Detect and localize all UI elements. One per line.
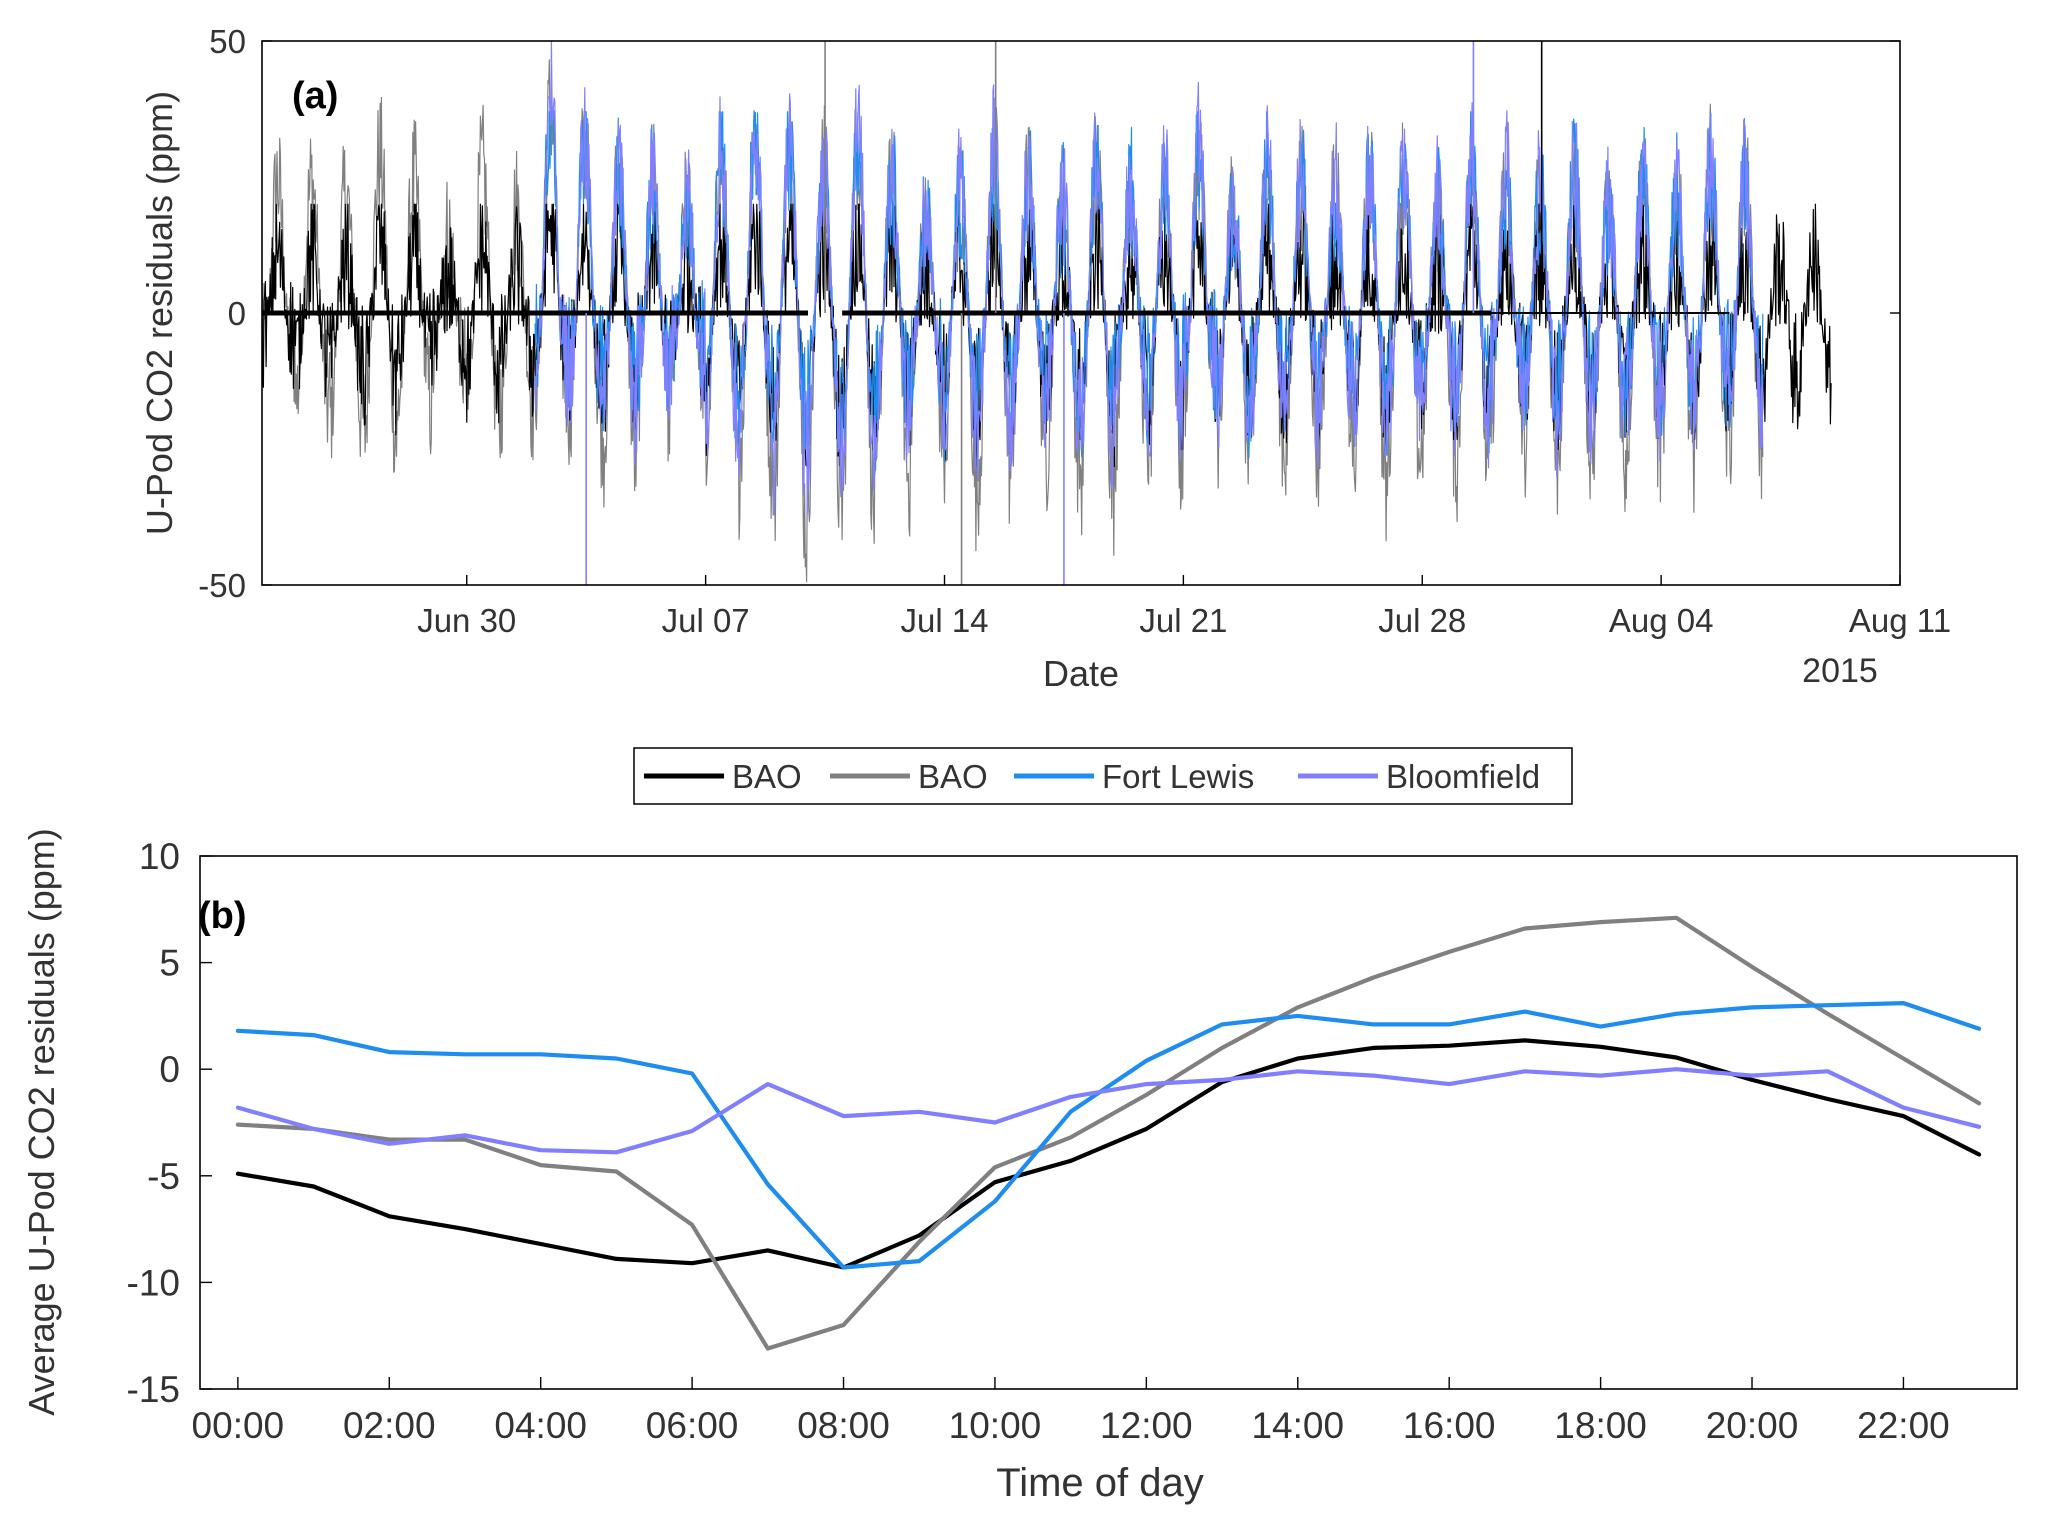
panel-a-x-ticks: Jun 30 Jul 07 Jul 14 Jul 21 Jul 28 Aug 04 Aug … bbox=[417, 575, 1951, 639]
panel-b-x-tick-label: 20:00 bbox=[1706, 1405, 1799, 1446]
legend-label-bao-black: BAO bbox=[732, 758, 802, 795]
panel-a-x-tick-label: Aug 04 bbox=[1609, 602, 1714, 639]
panel-b-x-tick-label: 18:00 bbox=[1554, 1405, 1647, 1446]
panel-b-label: (b) bbox=[198, 895, 247, 937]
panel-a-x-tick-label: Aug 11 bbox=[1849, 602, 1951, 639]
legend-box bbox=[633, 747, 1573, 805]
panel-b-y-axis-title: Average U-Pod CO2 residuals (ppm) bbox=[21, 828, 62, 1416]
panel-a-y-tick-label: 50 bbox=[209, 23, 246, 60]
panel-b-line-bao-0 bbox=[235, 1038, 1982, 1270]
panel-b-axes-box bbox=[199, 855, 2018, 1390]
panel-a-year-label: 2015 bbox=[1802, 652, 1878, 690]
panel-a-y-axis-title: U-Pod CO2 residuals (ppm) bbox=[139, 91, 180, 535]
panel-b-x-axis-title: Time of day bbox=[996, 1461, 1203, 1505]
panel-b-y-ticks: -15 -10 -5 0 5 10 bbox=[127, 836, 212, 1410]
panel-b-y-tick-label: 5 bbox=[159, 943, 180, 984]
panel-b-x-tick-label: 02:00 bbox=[343, 1405, 436, 1446]
panel-b-x-tick-label: 22:00 bbox=[1857, 1405, 1950, 1446]
panel-b-x-tick-label: 12:00 bbox=[1100, 1405, 1193, 1446]
panel-b-x-tick-label: 06:00 bbox=[646, 1405, 739, 1446]
panel-a-x-axis-title: Date bbox=[1043, 653, 1119, 694]
panel-b-x-ticks: 00:00 02:00 04:00 06:00 08:00 10:00 12:00 14:00… bbox=[192, 1377, 1950, 1446]
panel-b-y-tick-label: -5 bbox=[147, 1156, 180, 1197]
panel-b-x-tick-label: 04:00 bbox=[494, 1405, 587, 1446]
legend: BAO BAO Fort Lewis Bloomfield bbox=[633, 747, 1573, 805]
legend-label-bao-gray: BAO bbox=[918, 758, 988, 795]
panel-b-diurnal: 00:00 02:00 04:00 06:00 08:00 10:00 12:00 14:00… bbox=[21, 828, 2018, 1505]
panel-b-x-tick-label: 14:00 bbox=[1251, 1405, 1344, 1446]
panel-a-x-tick-label: Jun 30 bbox=[417, 602, 516, 639]
legend-label-fort-lewis: Fort Lewis bbox=[1102, 758, 1254, 795]
panel-a-series-fort-lewis-2 bbox=[534, 111, 1764, 475]
panel-a-label: (a) bbox=[292, 75, 338, 117]
panel-a-spikes-group bbox=[585, 41, 1543, 585]
panel-a-series-bloomfield-3 bbox=[534, 40, 1764, 516]
panel-b-x-tick-label: 08:00 bbox=[797, 1405, 890, 1446]
panel-a-x-tick-label: Jul 21 bbox=[1139, 602, 1227, 639]
panel-b-line-fort-lewis-2 bbox=[235, 1001, 1982, 1270]
panel-b-x-tick-label: 16:00 bbox=[1403, 1405, 1496, 1446]
panel-a-y-tick-label: 0 bbox=[228, 295, 246, 332]
panel-b-x-tick-label: 10:00 bbox=[949, 1405, 1042, 1446]
panel-a-x-tick-label: Jul 07 bbox=[662, 602, 750, 639]
panel-b-y-tick-label: 10 bbox=[139, 836, 180, 877]
panel-b-line-bloomfield-3 bbox=[235, 1067, 1982, 1155]
panel-b-y-tick-label: -10 bbox=[127, 1262, 180, 1303]
panel-a-x-tick-label: Jul 14 bbox=[900, 602, 988, 639]
panel-b-y-tick-label: 0 bbox=[159, 1049, 180, 1090]
panel-b-x-tick-label: 00:00 bbox=[192, 1405, 285, 1446]
panel-b-line-bao-1 bbox=[235, 915, 1982, 1351]
panel-a-time-series: Jun 30 Jul 07 Jul 14 Jul 21 Jul 28 Aug 04 Aug … bbox=[139, 23, 1951, 694]
panel-b-series-group bbox=[235, 915, 1982, 1351]
panel-a-series-group bbox=[261, 40, 1832, 583]
panel-a-y-ticks: -50 0 50 bbox=[198, 23, 1900, 604]
panel-a-y-tick-label: -50 bbox=[198, 567, 246, 604]
legend-label-bloomfield: Bloomfield bbox=[1386, 758, 1540, 795]
panel-a-x-tick-label: Jul 28 bbox=[1378, 602, 1466, 639]
panel-b-y-tick-label: -15 bbox=[127, 1369, 180, 1410]
